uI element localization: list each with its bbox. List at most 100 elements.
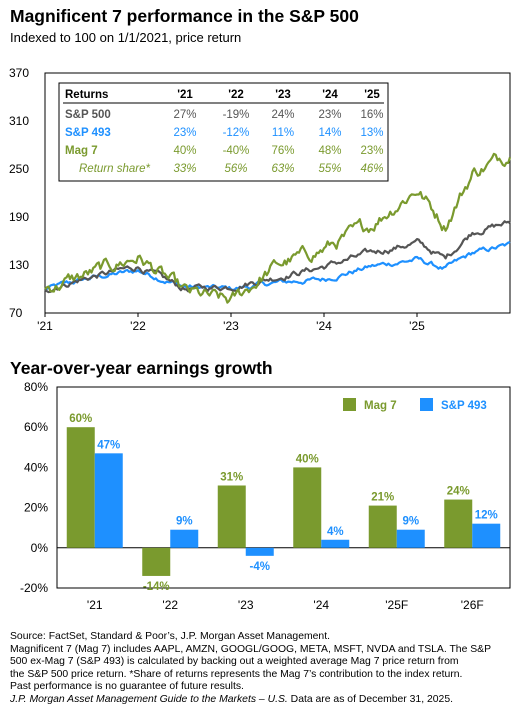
line-chart-subtitle: Indexed to 100 on 1/1/2021, price return — [10, 30, 242, 45]
bar-sp493 — [94, 453, 123, 548]
table-header-cell: '21 — [177, 89, 193, 101]
y-tick-label: 250 — [9, 162, 29, 176]
table-cell: 11% — [272, 127, 294, 139]
table-cell: -19% — [223, 109, 250, 121]
guide-name: J.P. Morgan Asset Management Guide to th… — [10, 693, 288, 705]
bar-mag7 — [444, 499, 473, 548]
table-row-label: S&P 493 — [65, 127, 111, 139]
bar-mag7 — [293, 467, 322, 548]
table-cell: 23% — [173, 127, 196, 139]
y-tick-label: 60% — [24, 420, 48, 434]
table-cell: 33% — [173, 163, 196, 175]
data-label: -14% — [143, 581, 170, 593]
table-cell: 23% — [318, 109, 341, 121]
data-label: 9% — [402, 516, 419, 528]
y-tick-label: 20% — [24, 501, 48, 515]
table-cell: 55% — [318, 163, 341, 175]
bar-sp493 — [472, 523, 501, 548]
y-tick-label: 130 — [9, 258, 29, 272]
footer-line: J.P. Morgan Asset Management Guide to th… — [10, 694, 513, 707]
data-label: 12% — [475, 510, 498, 522]
table-header-cell: '24 — [322, 89, 338, 101]
table-cell: 13% — [360, 127, 383, 139]
data-label: 9% — [176, 516, 193, 528]
bar-mag7 — [142, 547, 171, 576]
table-cell: 48% — [318, 145, 341, 157]
bar-mag7 — [368, 505, 397, 548]
table-cell: 27% — [173, 109, 196, 121]
bar-sp493 — [321, 539, 350, 548]
x-tick-label: '22 — [130, 319, 146, 333]
bar-mag7 — [66, 427, 95, 548]
category-label: '21 — [87, 598, 103, 612]
bar-mag7 — [217, 485, 246, 548]
table-header-cell: '23 — [275, 89, 291, 101]
data-label: 21% — [371, 492, 394, 504]
data-label: 4% — [327, 526, 344, 538]
series-line-sp493 — [44, 240, 511, 292]
bar-sp493 — [170, 529, 199, 548]
footer-line: Source: FactSet, Standard & Poor’s, J.P.… — [10, 631, 330, 642]
table-cell: 23% — [360, 145, 383, 157]
footer-line: 500 ex-Mag 7 (S&P 493) is calculated by … — [10, 656, 459, 668]
y-tick-label: 310 — [9, 114, 29, 128]
category-label: '23 — [238, 598, 254, 612]
footer-line: the S&P 500 price return. *Share of retu… — [10, 668, 463, 680]
table-row-label: Mag 7 — [65, 145, 98, 157]
data-label: 24% — [447, 486, 470, 498]
legend-swatch — [343, 398, 356, 411]
table-header-cell: '22 — [228, 89, 244, 101]
category-label: '25F — [385, 598, 408, 612]
data-label: 31% — [220, 471, 243, 483]
line-chart: 370 310 250 190 130 70 '21 '22 '23 '24 '25 Returns '… — [9, 66, 512, 333]
footer-notes: Source: FactSet, Standard & Poor’s, J.P.… — [10, 631, 513, 707]
bar-sp493 — [396, 529, 425, 548]
table-cell: 24% — [271, 109, 294, 121]
date-note: Data are as of December 31, 2025. — [287, 693, 453, 705]
table-cell: -40% — [223, 145, 250, 157]
y-tick-label: 80% — [24, 380, 48, 394]
data-label: 47% — [97, 439, 120, 451]
x-tick-label: '23 — [223, 319, 239, 333]
y-tick-label: 190 — [9, 210, 29, 224]
data-label: -4% — [250, 561, 270, 573]
table-row-label: S&P 500 — [65, 109, 111, 121]
table-cell: 16% — [360, 109, 383, 121]
plot-frame — [44, 72, 511, 314]
x-tick-label: '24 — [316, 319, 332, 333]
legend-swatch — [420, 398, 433, 411]
table-header-cell: Returns — [65, 89, 108, 101]
legend-label: S&P 493 — [441, 400, 487, 412]
data-label: 40% — [296, 453, 319, 465]
table-cell: 56% — [224, 163, 247, 175]
table-cell: 76% — [271, 145, 294, 157]
table-header-cell: '25 — [364, 89, 380, 101]
bar-chart-title: Year-over-year earnings growth — [10, 358, 273, 378]
table-cell: 14% — [318, 127, 341, 139]
y-tick-label: -20% — [20, 581, 48, 595]
category-label: '26F — [461, 598, 484, 612]
table-cell: 46% — [360, 163, 383, 175]
data-label: 60% — [69, 413, 92, 425]
category-label: '24 — [313, 598, 329, 612]
table-row-label: Return share* — [79, 163, 150, 175]
y-tick-label: 40% — [24, 460, 48, 474]
x-tick-label: '21 — [37, 319, 53, 333]
series-line-sp500 — [44, 220, 511, 294]
y-tick-label: 70 — [9, 306, 23, 320]
table-cell: 63% — [271, 163, 294, 175]
y-tick-label: 0% — [31, 541, 49, 555]
plot-frame — [56, 386, 511, 589]
table-cell: -12% — [223, 127, 250, 139]
line-chart-title: Magnificent 7 performance in the S&P 500 — [10, 6, 359, 26]
legend-label: Mag 7 — [364, 400, 397, 412]
series-line-mag7 — [44, 152, 512, 304]
footer-line: Past performance is no guarantee of futu… — [10, 681, 244, 693]
bar-sp493 — [245, 547, 274, 556]
y-tick-label: 370 — [9, 66, 29, 80]
table-cell: 40% — [173, 145, 196, 157]
footer-line: Magnificent 7 (Mag 7) includes AAPL, AMZ… — [10, 643, 492, 655]
x-tick-label: '25 — [409, 319, 425, 333]
returns-table-box — [58, 82, 389, 182]
category-label: '22 — [162, 598, 178, 612]
